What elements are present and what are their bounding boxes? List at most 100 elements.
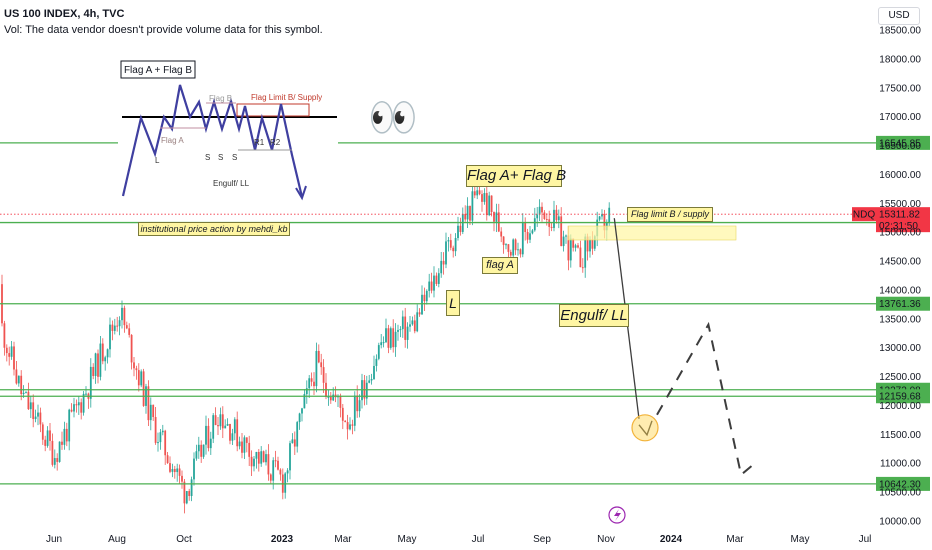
- schematic-title: Flag A + Flag B: [124, 65, 192, 76]
- level-price-label: 12159.68: [879, 392, 921, 403]
- candle-body: [193, 458, 195, 480]
- candle-body: [85, 393, 87, 395]
- candle-body: [53, 458, 56, 465]
- candle-body: [553, 209, 555, 228]
- candle-body: [385, 328, 387, 343]
- candle-body: [65, 428, 68, 442]
- candle-body: [106, 349, 109, 358]
- candle-body: [397, 330, 399, 332]
- candle-body: [133, 362, 135, 369]
- candle-body: [411, 320, 414, 325]
- candle-body: [310, 378, 313, 382]
- last-price-countdown: 02:31:50: [879, 221, 918, 232]
- candle-body: [97, 353, 99, 377]
- candle-body: [464, 213, 467, 220]
- candle-body: [63, 428, 66, 445]
- candle-body: [404, 316, 407, 340]
- candle-body: [416, 312, 419, 332]
- flag-schematic: Flag A + Flag B Flag A Flag B Flag Limit B/…: [118, 60, 338, 210]
- candle-body: [262, 451, 265, 463]
- candle-body: [214, 415, 217, 426]
- schematic-r1: R1: [254, 138, 265, 147]
- candle-body: [341, 407, 344, 421]
- candle-body: [437, 273, 440, 284]
- last-price-label: 15311.82: [879, 210, 920, 221]
- candle-body: [586, 236, 589, 252]
- candle-body: [243, 437, 246, 453]
- schematic-flag-limit: Flag Limit B/ Supply: [251, 93, 322, 102]
- candle-body: [473, 191, 476, 196]
- candle-body: [89, 366, 92, 399]
- candle-body: [44, 439, 47, 446]
- candle-body: [466, 205, 469, 220]
- candle-body: [161, 430, 164, 433]
- candle-body: [5, 347, 8, 354]
- schematic-s3: S: [232, 153, 237, 162]
- candle-body: [250, 456, 253, 467]
- candle-body: [428, 281, 431, 291]
- candle-body: [99, 343, 102, 377]
- candle-body: [481, 194, 483, 202]
- candle-body: [447, 240, 450, 242]
- candle-body: [29, 402, 32, 410]
- candle-body: [327, 396, 330, 398]
- candle-body: [425, 290, 428, 302]
- projection-dashed-path: [656, 321, 754, 477]
- x-tick-label: Aug: [108, 534, 126, 545]
- candle-body: [265, 454, 267, 463]
- candle-body: [219, 414, 222, 427]
- candle-body: [137, 370, 140, 386]
- schematic-engulf: Engulf/ LL: [213, 179, 250, 188]
- y-tick-label: 14500.00: [879, 257, 921, 268]
- candle-body: [238, 441, 241, 447]
- candle-body: [344, 420, 347, 423]
- candle-body: [125, 325, 128, 329]
- y-tick-label: 18500.00: [879, 26, 921, 37]
- candle-body: [332, 394, 335, 401]
- candle-body: [8, 353, 11, 357]
- candle-body: [579, 247, 582, 268]
- schematic-r2: R2: [270, 138, 281, 147]
- candle-body: [399, 329, 402, 331]
- candle-body: [356, 395, 359, 412]
- candle-body: [118, 320, 121, 327]
- supply-zone: [567, 225, 737, 241]
- candle-body: [109, 324, 111, 350]
- candle-body: [202, 444, 205, 457]
- candle-body: [365, 382, 368, 399]
- candle-body: [73, 404, 75, 412]
- candle-body: [524, 222, 527, 233]
- currency-button[interactable]: USD: [878, 7, 920, 25]
- candle-body: [178, 468, 181, 476]
- candle-body: [34, 416, 37, 420]
- x-tick-label: Jun: [46, 534, 62, 545]
- candle-body: [207, 425, 210, 449]
- candle-body: [305, 388, 308, 395]
- candle-body: [27, 391, 30, 410]
- candle-body: [217, 425, 219, 427]
- candle-body: [157, 442, 159, 444]
- candle-body: [457, 225, 459, 239]
- candle-body: [308, 378, 311, 389]
- candle-body: [92, 366, 95, 376]
- x-tick-label: May: [791, 534, 810, 545]
- candle-body: [245, 437, 248, 443]
- candle-body: [413, 320, 416, 332]
- candle-body: [248, 442, 251, 457]
- candle-body: [358, 400, 361, 412]
- candle-body: [577, 245, 579, 248]
- candle-body: [445, 241, 447, 265]
- x-tick-label: Mar: [726, 534, 744, 545]
- candle-body: [541, 206, 543, 213]
- candle-body: [538, 206, 541, 215]
- candle-body: [272, 460, 275, 481]
- candle-body: [149, 404, 152, 421]
- schematic-price-path: [121, 84, 304, 198]
- symbol-title[interactable]: US 100 INDEX, 4h, TVC: [4, 8, 125, 20]
- candle-body: [505, 244, 507, 246]
- level-price-label-bg: [876, 476, 930, 491]
- candle-body: [25, 391, 27, 393]
- candle-body: [181, 475, 183, 482]
- candle-body: [183, 481, 186, 504]
